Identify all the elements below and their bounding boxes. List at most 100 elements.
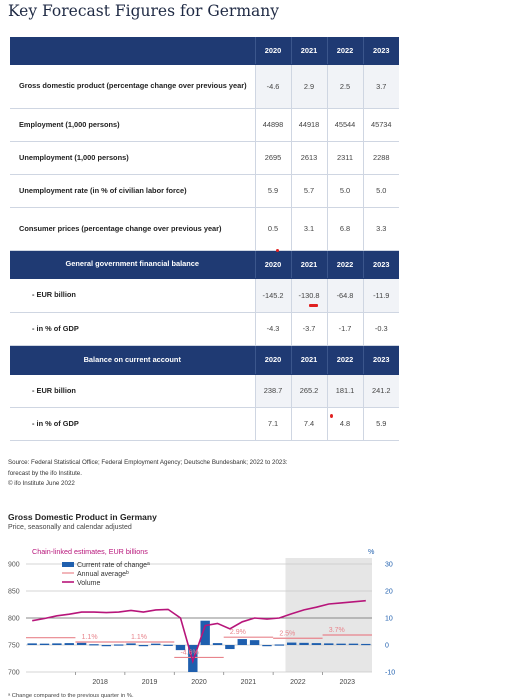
right-axis-title: % xyxy=(368,547,375,556)
cell: 44898 xyxy=(254,108,291,142)
page-title: Key Forecast Figures for Germany xyxy=(8,2,280,20)
cell: 3.1 xyxy=(290,207,327,251)
cell: 5.9 xyxy=(254,174,291,208)
legend-label: Volume xyxy=(77,580,100,587)
red-dash-mark xyxy=(309,304,318,307)
left-tick-label: 850 xyxy=(8,589,20,596)
cell: 181.1 xyxy=(326,374,363,408)
cell: 265.2 xyxy=(290,374,327,408)
table-row: - in % of GDP -4.3 -3.7 -1.7 -0.3 xyxy=(10,312,399,346)
bar xyxy=(101,645,112,647)
cell: -4.3 xyxy=(254,312,291,346)
bar xyxy=(64,643,74,645)
year-header: 2023 xyxy=(362,345,399,375)
cell: 2695 xyxy=(254,141,291,175)
legend-swatch-bar xyxy=(62,562,74,567)
bar xyxy=(361,643,371,646)
average-annotation: 1.1% xyxy=(82,634,98,641)
year-header: 2020 xyxy=(254,345,291,375)
bar xyxy=(151,643,161,645)
cell: 2613 xyxy=(290,141,327,175)
x-tick-label: 2019 xyxy=(142,679,158,686)
year-header: 2021 xyxy=(290,345,327,375)
cell: 5.9 xyxy=(362,407,399,441)
left-tick-label: 750 xyxy=(8,643,20,650)
cell: 2311 xyxy=(326,141,363,175)
year-header: 2022 xyxy=(326,37,363,65)
cell: 5.7 xyxy=(290,174,327,208)
year-header: 2020 xyxy=(254,37,291,65)
cell: -0.3 xyxy=(362,312,399,346)
year-header: 2022 xyxy=(326,345,363,375)
cell: 3.7 xyxy=(362,64,399,109)
average-annotation: -4.6% xyxy=(180,649,198,656)
row-label: Gross domestic product (percentage chang… xyxy=(10,64,255,109)
bar xyxy=(200,620,210,645)
cell: 241.2 xyxy=(362,374,399,408)
cell: 7.1 xyxy=(254,407,291,441)
cell: 2.9 xyxy=(290,64,327,109)
cell: 5.0 xyxy=(362,174,399,208)
table-row: - EUR billion 238.7 265.2 181.1 241.2 xyxy=(10,374,399,408)
bar xyxy=(225,645,235,650)
x-tick-label: 2018 xyxy=(92,679,108,686)
bar xyxy=(274,644,285,646)
header-blank xyxy=(10,37,255,65)
copyright-line: © ifo Institute June 2022 xyxy=(8,480,75,487)
gdp-chart: Chain-linked estimates, EUR billions % 900… xyxy=(8,547,395,699)
row-label: - in % of GDP xyxy=(10,407,255,441)
forecast-table: 2020 2021 2022 2023 Gross domestic produ… xyxy=(10,37,399,441)
source-note: Source: Federal Statistical Office; Fede… xyxy=(8,458,408,490)
table-row: Unemployment (1,000 persons) 2695 2613 2… xyxy=(10,141,399,175)
year-header: 2023 xyxy=(362,250,399,279)
row-label: - in % of GDP xyxy=(10,312,255,346)
legend-label: Current rate of changea xyxy=(77,561,150,569)
x-tick-label: 2023 xyxy=(339,679,355,686)
bar xyxy=(163,644,173,646)
cell: -130.8 xyxy=(290,278,327,313)
cell: 2288 xyxy=(362,141,399,175)
cell: -11.9 xyxy=(362,278,399,313)
legend-label: Annual averageb xyxy=(77,570,129,578)
bar xyxy=(52,643,62,645)
bar xyxy=(237,639,247,645)
x-tick-label: 2020 xyxy=(191,679,207,686)
table-row: Consumer prices (percentage change over … xyxy=(10,207,399,251)
bar xyxy=(311,643,322,645)
table-header-row: 2020 2021 2022 2023 xyxy=(10,37,399,65)
cell: 6.8 xyxy=(326,207,363,251)
cell: 3.3 xyxy=(362,207,399,251)
cell: -64.8 xyxy=(326,278,363,313)
table-row: Gross domestic product (percentage chang… xyxy=(10,64,399,109)
cell: 45544 xyxy=(326,108,363,142)
cell: -1.7 xyxy=(326,312,363,346)
x-tick-label: 2022 xyxy=(290,679,306,686)
bar xyxy=(262,645,272,647)
bar xyxy=(76,642,87,645)
chart-subtitle: Price, seasonally and calendar adjusted xyxy=(8,524,132,531)
year-header: 2021 xyxy=(290,37,327,65)
bar xyxy=(299,642,309,645)
cell: 0.5 xyxy=(254,207,291,251)
red-dot-mark xyxy=(330,414,333,418)
average-annotation: 1.1% xyxy=(131,634,147,641)
cell: 4.8 xyxy=(326,407,363,441)
section-header-row: Balance on current account 2020 2021 202… xyxy=(10,345,399,375)
bar xyxy=(89,644,99,646)
average-annotation: 2.5% xyxy=(279,630,295,637)
bar xyxy=(126,643,136,645)
bar xyxy=(138,645,149,647)
left-tick-label: 800 xyxy=(8,616,20,623)
bar xyxy=(27,643,37,645)
average-annotation: 3.7% xyxy=(329,627,345,634)
left-tick-label: 700 xyxy=(8,670,20,677)
row-label: Unemployment (1,000 persons) xyxy=(10,141,255,175)
cell: 238.7 xyxy=(254,374,291,408)
row-label: Consumer prices (percentage change over … xyxy=(10,207,255,251)
bar xyxy=(175,645,186,651)
bar xyxy=(286,642,297,645)
left-axis-title: Chain-linked estimates, EUR billions xyxy=(32,547,148,556)
bar xyxy=(212,643,223,645)
average-annotation: 2.9% xyxy=(230,629,246,636)
cell: 45734 xyxy=(362,108,399,142)
